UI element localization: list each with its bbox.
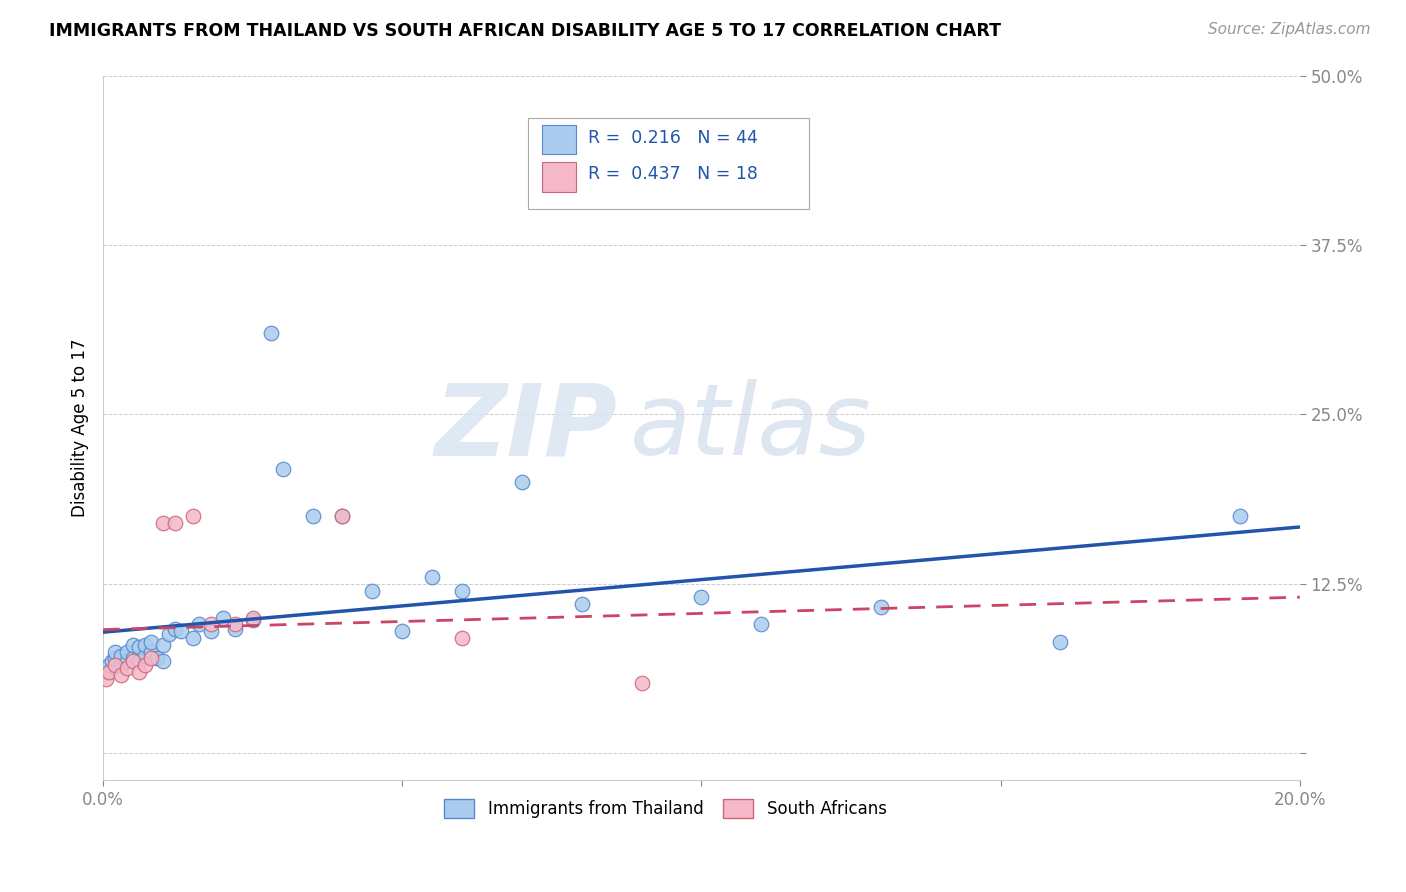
- FancyBboxPatch shape: [529, 118, 810, 210]
- Point: [163, 516, 186, 530]
- Point: [870, 599, 893, 614]
- Point: [260, 326, 283, 340]
- Point: [152, 516, 174, 530]
- Point: [170, 624, 193, 639]
- Point: [152, 654, 174, 668]
- Point: [163, 622, 186, 636]
- Point: [110, 667, 132, 681]
- Point: [157, 627, 180, 641]
- Point: [104, 644, 127, 658]
- Point: [115, 661, 138, 675]
- Point: [104, 658, 127, 673]
- Point: [98, 665, 121, 679]
- Point: [690, 591, 713, 605]
- Point: [146, 651, 169, 665]
- Text: atlas: atlas: [630, 379, 872, 476]
- Point: [181, 631, 204, 645]
- Point: [1229, 508, 1251, 523]
- Point: [104, 651, 127, 665]
- Text: ZIP: ZIP: [434, 379, 617, 476]
- Point: [98, 658, 121, 673]
- Point: [332, 508, 354, 523]
- Point: [122, 638, 145, 652]
- Y-axis label: Disability Age 5 to 17: Disability Age 5 to 17: [72, 339, 89, 517]
- FancyBboxPatch shape: [543, 125, 576, 154]
- Text: Source: ZipAtlas.com: Source: ZipAtlas.com: [1208, 22, 1371, 37]
- Point: [211, 610, 233, 624]
- Point: [242, 610, 264, 624]
- Point: [630, 675, 652, 690]
- Point: [128, 640, 150, 655]
- Text: R =  0.437   N = 18: R = 0.437 N = 18: [588, 165, 758, 183]
- Point: [134, 648, 156, 663]
- Legend: Immigrants from Thailand, South Africans: Immigrants from Thailand, South Africans: [437, 792, 893, 825]
- Point: [181, 508, 204, 523]
- Point: [94, 672, 117, 686]
- Point: [391, 624, 413, 639]
- Point: [571, 597, 593, 611]
- Point: [271, 461, 294, 475]
- Point: [94, 665, 117, 679]
- Point: [187, 617, 209, 632]
- Point: [115, 644, 138, 658]
- Point: [122, 654, 145, 668]
- Point: [139, 635, 162, 649]
- Point: [128, 654, 150, 668]
- Point: [420, 570, 443, 584]
- Point: [301, 508, 323, 523]
- Point: [510, 475, 533, 489]
- Point: [152, 638, 174, 652]
- Point: [139, 644, 162, 658]
- Point: [128, 665, 150, 679]
- Point: [200, 617, 222, 632]
- FancyBboxPatch shape: [543, 162, 576, 192]
- Point: [451, 631, 474, 645]
- Point: [110, 658, 132, 673]
- Point: [101, 654, 124, 668]
- Point: [361, 583, 384, 598]
- Point: [749, 617, 772, 632]
- Point: [224, 622, 246, 636]
- Point: [139, 651, 162, 665]
- Point: [200, 624, 222, 639]
- Point: [122, 651, 145, 665]
- Point: [451, 583, 474, 598]
- Point: [115, 654, 138, 668]
- Text: R =  0.216   N = 44: R = 0.216 N = 44: [588, 128, 758, 146]
- Point: [110, 648, 132, 663]
- Point: [134, 658, 156, 673]
- Point: [224, 617, 246, 632]
- Point: [1049, 635, 1071, 649]
- Point: [134, 638, 156, 652]
- Point: [242, 613, 264, 627]
- Point: [332, 508, 354, 523]
- Text: IMMIGRANTS FROM THAILAND VS SOUTH AFRICAN DISABILITY AGE 5 TO 17 CORRELATION CHA: IMMIGRANTS FROM THAILAND VS SOUTH AFRICA…: [49, 22, 1001, 40]
